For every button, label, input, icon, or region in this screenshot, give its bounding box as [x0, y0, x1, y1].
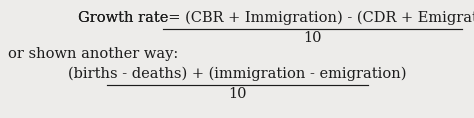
Text: Growth rate= (CBR + Immigration) - (CDR + Emigration): Growth rate= (CBR + Immigration) - (CDR … — [78, 11, 474, 25]
Text: 10: 10 — [303, 31, 322, 45]
Text: 10: 10 — [228, 87, 247, 101]
Text: Growth rate=: Growth rate= — [78, 11, 185, 25]
Text: (births - deaths) + (immigration - emigration): (births - deaths) + (immigration - emigr… — [68, 67, 406, 81]
Text: or shown another way:: or shown another way: — [8, 47, 178, 61]
